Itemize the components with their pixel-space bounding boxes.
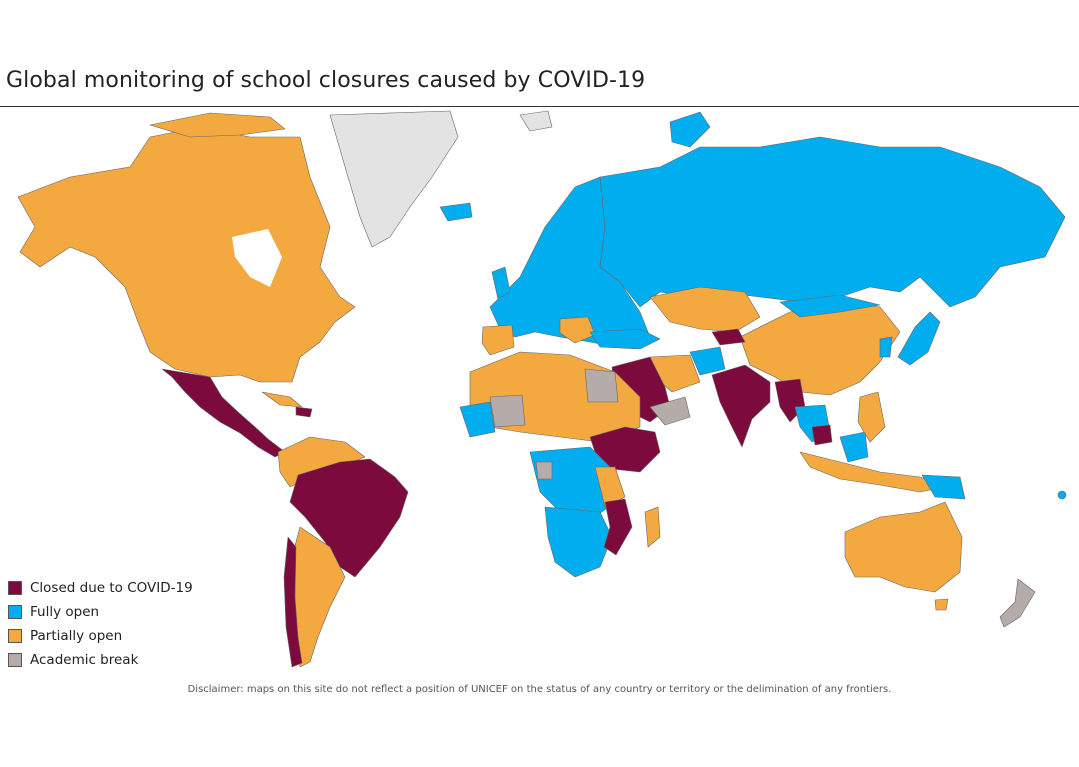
region-southern-africa[interactable]	[544, 506, 613, 578]
legend-swatch-partially-open	[8, 629, 22, 643]
region-balkans[interactable]	[559, 316, 596, 344]
region-afghanistan[interactable]	[689, 346, 726, 376]
region-tasmania[interactable]	[934, 598, 949, 611]
legend-swatch-fully-open	[8, 605, 22, 619]
region-iceland[interactable]	[439, 202, 473, 222]
region-egypt[interactable]	[584, 368, 619, 403]
legend-item-fully-open[interactable]: Fully open	[8, 600, 193, 624]
legend-item-academic-break[interactable]: Academic break	[8, 648, 193, 672]
region-new-zealand[interactable]	[999, 578, 1036, 628]
legend-label-fully-open: Fully open	[30, 604, 100, 620]
region-philippines[interactable]	[857, 391, 886, 443]
region-gabon[interactable]	[535, 461, 553, 480]
region-europe[interactable]	[489, 176, 651, 348]
region-russia[interactable]	[599, 136, 1066, 308]
region-kyrgyzstan[interactable]	[711, 328, 746, 346]
region-mali-area[interactable]	[489, 394, 526, 428]
region-brazil-andes[interactable]	[289, 458, 409, 578]
region-central-asia[interactable]	[649, 286, 761, 333]
legend-item-closed[interactable]: Closed due to COVID-19	[8, 576, 193, 600]
region-indonesia[interactable]	[799, 451, 946, 493]
legend-item-partially-open[interactable]: Partially open	[8, 624, 193, 648]
region-caribbean[interactable]	[261, 391, 303, 408]
legend-label-closed: Closed due to COVID-19	[30, 580, 193, 596]
region-mexico-central-america[interactable]	[161, 368, 286, 458]
region-borneo[interactable]	[839, 431, 869, 463]
region-mongolia[interactable]	[779, 294, 881, 318]
region-uk[interactable]	[491, 266, 511, 300]
region-mozambique[interactable]	[603, 498, 633, 556]
region-svalbard[interactable]	[519, 110, 553, 132]
world-map[interactable]	[0, 107, 1079, 677]
region-turkey[interactable]	[589, 328, 661, 350]
region-hispaniola[interactable]	[295, 406, 313, 418]
legend-swatch-closed	[8, 581, 22, 595]
region-madagascar[interactable]	[644, 506, 661, 548]
region-japan[interactable]	[897, 311, 941, 366]
legend-swatch-academic-break	[8, 653, 22, 667]
disclaimer-text: Disclaimer: maps on this site do not ref…	[187, 684, 892, 695]
legend-label-academic-break: Academic break	[30, 652, 139, 668]
region-india[interactable]	[711, 364, 771, 448]
region-north-america[interactable]	[17, 126, 356, 383]
region-arctic-islands[interactable]	[149, 112, 286, 138]
map-legend: Closed due to COVID-19 Fully open Partia…	[8, 576, 193, 672]
region-chile[interactable]	[283, 536, 303, 668]
map-title: Global monitoring of school closures cau…	[6, 68, 646, 93]
region-korea[interactable]	[879, 336, 893, 358]
region-papua[interactable]	[921, 474, 966, 500]
region-novaya-zemlya[interactable]	[669, 111, 711, 148]
region-cambodia[interactable]	[811, 424, 833, 446]
region-oman-yemen[interactable]	[649, 396, 691, 426]
region-west-africa[interactable]	[459, 401, 496, 438]
region-greenland[interactable]	[329, 110, 459, 248]
title-divider	[0, 106, 1079, 107]
region-pacific-island[interactable]	[1057, 490, 1067, 500]
region-iberia[interactable]	[481, 324, 515, 356]
region-east-africa[interactable]	[594, 466, 626, 508]
region-australia[interactable]	[844, 501, 963, 593]
legend-label-partially-open: Partially open	[30, 628, 123, 644]
